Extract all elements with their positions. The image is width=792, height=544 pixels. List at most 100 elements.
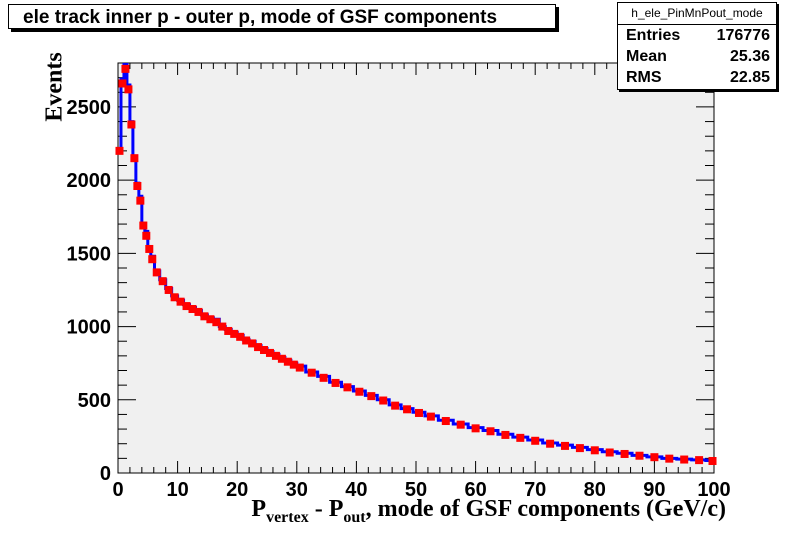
data-point-marker bbox=[605, 448, 614, 457]
data-point-marker bbox=[620, 449, 629, 458]
data-point-marker bbox=[124, 85, 133, 94]
data-point-marker bbox=[343, 383, 352, 392]
data-point-marker bbox=[355, 387, 364, 396]
data-point-marker bbox=[379, 396, 388, 405]
x-tick-label: 30 bbox=[286, 479, 308, 501]
x-tick-label: 20 bbox=[226, 479, 248, 501]
x-tick-label: 80 bbox=[584, 479, 606, 501]
data-point-marker bbox=[224, 326, 233, 335]
data-point-marker bbox=[695, 456, 704, 465]
data-point-marker bbox=[194, 307, 203, 316]
data-point-marker bbox=[230, 329, 239, 338]
data-point-marker bbox=[212, 318, 221, 327]
data-point-marker bbox=[403, 405, 412, 414]
x-tick-label: 10 bbox=[166, 479, 188, 501]
data-point-marker bbox=[650, 453, 659, 462]
x-tick-label: 100 bbox=[697, 479, 730, 501]
data-point-marker bbox=[391, 401, 400, 410]
y-axis-title: Events bbox=[41, 52, 68, 122]
data-point-marker bbox=[236, 332, 245, 341]
stats-histogram-name: h_ele_PinMnPout_mode bbox=[618, 3, 776, 25]
histogram-title: ele track inner p - outer p, mode of GSF… bbox=[8, 4, 556, 29]
y-tick-label: 2000 bbox=[67, 170, 112, 192]
data-point-marker bbox=[260, 346, 269, 354]
data-point-marker bbox=[546, 439, 555, 448]
y-tick-label: 0 bbox=[100, 463, 111, 485]
data-point-marker bbox=[331, 378, 340, 387]
data-point-marker bbox=[164, 285, 173, 294]
data-point-marker bbox=[367, 392, 376, 401]
y-tick-label: 1500 bbox=[67, 243, 112, 265]
stats-row-entries: Entries 176776 bbox=[618, 25, 776, 46]
data-point-marker bbox=[158, 277, 167, 286]
x-axis-title-mid: - P bbox=[308, 496, 344, 522]
data-point-marker bbox=[277, 354, 286, 363]
data-point-marker bbox=[414, 408, 423, 417]
data-point-marker bbox=[176, 297, 185, 306]
data-point-marker bbox=[145, 244, 154, 253]
data-point-marker bbox=[254, 343, 263, 352]
data-point-marker bbox=[307, 368, 316, 377]
x-axis-title: Pvertex - Pout, mode of GSF components (… bbox=[251, 496, 726, 527]
data-point-marker bbox=[133, 182, 142, 190]
data-point-marker bbox=[319, 373, 328, 382]
stats-entries-value: 176776 bbox=[716, 27, 770, 44]
data-point-marker bbox=[295, 363, 304, 372]
data-point-marker bbox=[680, 455, 689, 464]
data-point-marker bbox=[486, 427, 495, 436]
plot-frame bbox=[117, 62, 715, 474]
data-point-marker bbox=[289, 360, 298, 369]
x-tick-label: 0 bbox=[112, 479, 123, 501]
data-point-marker bbox=[501, 430, 510, 439]
data-point-marker bbox=[561, 441, 569, 450]
data-point-marker bbox=[127, 120, 136, 129]
data-point-marker bbox=[170, 293, 179, 302]
data-point-marker bbox=[130, 154, 139, 163]
data-point-marker bbox=[200, 312, 209, 321]
data-point-marker bbox=[206, 315, 215, 324]
data-point-marker bbox=[142, 231, 151, 240]
series-layer bbox=[115, 62, 717, 465]
x-tick-label: 70 bbox=[524, 479, 546, 501]
data-point-marker bbox=[118, 79, 127, 88]
stats-mean-value: 25.36 bbox=[729, 48, 770, 65]
data-point-marker bbox=[471, 424, 480, 433]
data-point-marker bbox=[115, 146, 124, 155]
x-tick-label: 90 bbox=[643, 479, 665, 501]
data-point-marker bbox=[590, 446, 599, 455]
data-point-marker bbox=[456, 420, 465, 429]
data-point-marker bbox=[271, 351, 280, 360]
stats-rms-value: 22.85 bbox=[729, 69, 770, 86]
stats-entries-label: Entries bbox=[626, 27, 681, 44]
data-point-marker bbox=[426, 412, 435, 421]
data-point-marker bbox=[136, 196, 145, 205]
x-tick-label: 50 bbox=[405, 479, 427, 501]
x-axis-title-p1: P bbox=[251, 496, 267, 522]
data-point-marker bbox=[218, 322, 227, 331]
data-point-marker bbox=[283, 357, 292, 366]
y-tick-label: 1000 bbox=[67, 317, 112, 339]
data-point-marker bbox=[635, 451, 644, 460]
y-tick-label: 2500 bbox=[67, 97, 112, 119]
data-point-marker bbox=[121, 64, 130, 73]
stats-row-rms: RMS 22.85 bbox=[618, 67, 776, 88]
x-axis-title-rest: , mode of GSF components (GeV/c) bbox=[365, 496, 726, 522]
y-tick-label: 500 bbox=[78, 390, 111, 412]
data-point-marker bbox=[139, 221, 148, 230]
stats-rms-label: RMS bbox=[626, 69, 662, 86]
data-point-marker bbox=[152, 268, 161, 277]
data-point-marker bbox=[248, 339, 257, 348]
stats-row-mean: Mean 25.36 bbox=[618, 46, 776, 67]
data-point-marker bbox=[708, 456, 717, 465]
data-point-marker bbox=[242, 336, 251, 345]
data-point-marker bbox=[265, 348, 274, 357]
data-point-marker bbox=[148, 255, 157, 264]
data-point-marker bbox=[575, 444, 584, 453]
data-point-marker bbox=[665, 454, 674, 463]
data-point-marker bbox=[182, 302, 191, 311]
x-axis-title-sub2: out bbox=[343, 509, 366, 526]
tick-labels: 0 10 20 30 40 50 60 70 80 90 100050010001500200025… bbox=[67, 97, 731, 501]
x-tick-label: 60 bbox=[464, 479, 486, 501]
data-point-marker bbox=[516, 433, 525, 442]
